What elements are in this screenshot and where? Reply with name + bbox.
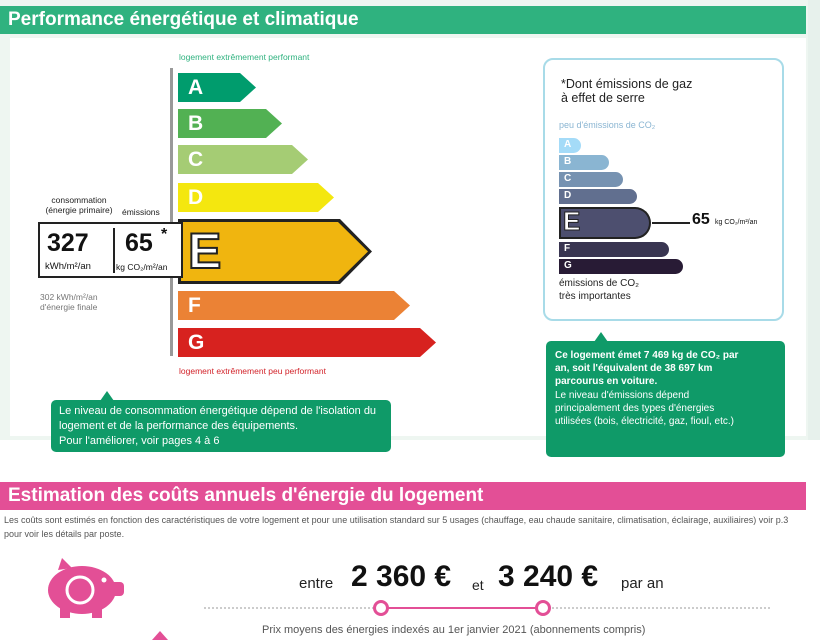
ges-scale-box: *Dont émissions de gaz à effet de serre … xyxy=(543,58,784,321)
euro-symbol: € xyxy=(40,567,50,584)
energy-info-line: Pour l'améliorer, voir pages 4 à 6 xyxy=(59,434,220,447)
per-year-label: par an xyxy=(621,575,664,592)
ges-bottom-line: émissions de CO₂ xyxy=(559,278,640,289)
cost-low: 2 360 € xyxy=(351,560,452,593)
final-energy-note: 302 kWh/m²/an d'énergie finale xyxy=(40,292,98,312)
energy-class-d: D xyxy=(178,183,334,212)
ges-value: 65 xyxy=(692,211,710,228)
cost-high: 3 240 € xyxy=(498,560,599,593)
bubble-pointer-left xyxy=(100,391,114,401)
ges-info-line: parcourus en voiture. xyxy=(555,376,658,388)
ges-note-line: à effet de serre xyxy=(561,91,645,106)
energy-class-c: C xyxy=(178,145,308,174)
ges-unit: kg CO₂/m²/an xyxy=(715,219,758,226)
cost-range-bar xyxy=(381,607,541,609)
bubble-pointer-right xyxy=(594,332,608,342)
bubble-pointer-costs xyxy=(152,631,168,640)
cost-high-marker xyxy=(535,600,551,616)
final-energy-value: 302 kWh/m²/an xyxy=(40,292,98,302)
consumption-value: 327 xyxy=(47,229,89,257)
scale-divider-line xyxy=(170,68,173,356)
energy-class-f: F xyxy=(178,291,410,320)
ges-class-a: A xyxy=(559,138,581,153)
emissions-unit: kg CO₂/m²/an xyxy=(116,262,168,272)
ges-class-f: F xyxy=(559,242,669,257)
ges-info-line: Ce logement émet 7 469 kg de CO₂ par xyxy=(555,350,739,361)
ges-class-d: D xyxy=(559,189,637,204)
energy-info-line: Le niveau de consommation énergétique dé… xyxy=(59,405,377,417)
final-energy-label: d'énergie finale xyxy=(40,302,98,313)
ges-class-e-bar xyxy=(561,209,649,237)
energy-class-e-letter: E xyxy=(187,222,222,280)
ges-info-line: utilisées (bois, électricité, gaz, fioul… xyxy=(555,415,734,427)
ges-info-line: Le niveau d'émissions dépend xyxy=(555,389,690,401)
ges-note-line: *Dont émissions de gaz xyxy=(561,77,693,91)
between-label: entre xyxy=(299,575,334,592)
top-performance-label: logement extrêmement performant xyxy=(179,52,310,62)
ges-pointer-line xyxy=(652,222,690,224)
ges-info-bubble: Ce logement émet 7 469 kg de CO₂ par an,… xyxy=(546,341,785,457)
energy-class-b: B xyxy=(178,109,282,138)
section-title-energy: Performance énergétique et climatique xyxy=(0,6,806,34)
costs-description: Les coûts sont estimés en fonction des c… xyxy=(4,515,789,539)
ges-note: *Dont émissions de gaz à effet de serre xyxy=(561,77,692,106)
emissions-value: 65 xyxy=(125,229,153,257)
and-label: et xyxy=(472,577,484,593)
energy-class-g: G xyxy=(178,328,436,357)
emissions-label: émissions xyxy=(122,207,160,217)
ges-bottom-label: émissions de CO₂ très importantes xyxy=(559,278,639,303)
ges-bottom-line: très importantes xyxy=(559,290,631,302)
side-stripe xyxy=(808,0,820,440)
cost-low-marker xyxy=(373,600,389,616)
ges-class-c: C xyxy=(559,172,623,187)
energy-readout-box: 327 kWh/m²/an 65 * kg CO₂/m²/an xyxy=(38,222,183,278)
consumption-unit: kWh/m²/an xyxy=(45,261,91,272)
section-title-costs: Estimation des coûts annuels d'énergie d… xyxy=(0,482,806,510)
ges-top-label: peu d'émissions de CO₂ xyxy=(559,120,656,130)
consumption-label: consommation (énergie primaire) xyxy=(45,195,113,215)
ges-class-b: B xyxy=(559,155,609,170)
ges-class-e-letter: E xyxy=(562,206,581,237)
energy-class-a: A xyxy=(178,73,256,102)
energy-info-bubble: Le niveau de consommation énergétique dé… xyxy=(51,400,391,452)
ges-class-g: G xyxy=(559,259,683,274)
prices-note: Prix moyens des énergies indexés au 1er … xyxy=(262,624,646,636)
ges-info-line: an, soit l'équivalent de 38 697 km xyxy=(555,363,713,375)
energy-class-e-bar xyxy=(181,222,368,281)
ges-info-line: principalement des types d'énergies xyxy=(555,402,715,414)
piggy-bank-icon xyxy=(48,558,124,618)
energy-info-line: logement et de la performance des équipe… xyxy=(59,419,299,432)
bottom-performance-label: logement extrêmement peu performant xyxy=(179,366,326,376)
emissions-star: * xyxy=(161,226,168,243)
readout-divider xyxy=(113,228,115,273)
